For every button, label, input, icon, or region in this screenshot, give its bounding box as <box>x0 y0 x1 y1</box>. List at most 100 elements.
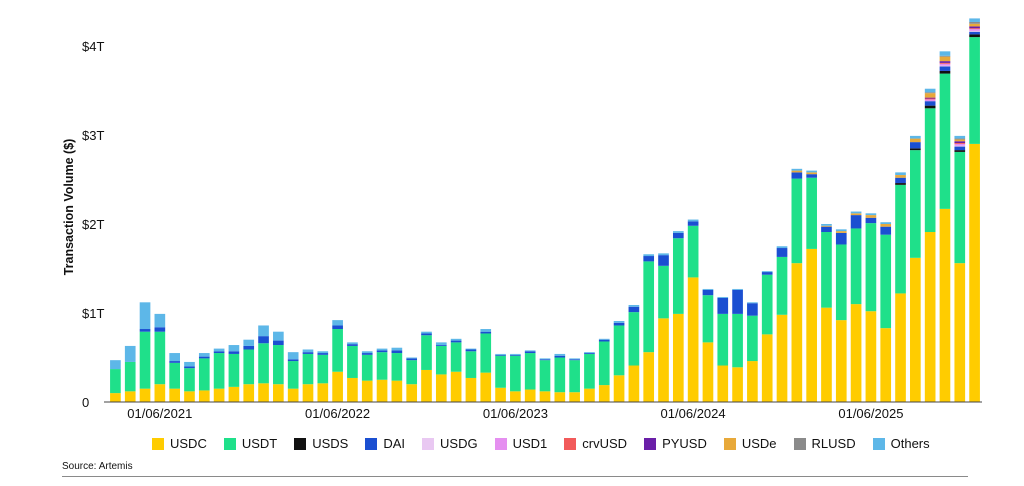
legend-label: RLUSD <box>811 436 856 451</box>
bar-segment-dai-22 <box>435 345 447 346</box>
bar-segment-usdt-29 <box>539 360 551 392</box>
bar-segment-usdc-29 <box>539 391 551 402</box>
bar-segment-dai-56 <box>939 66 951 71</box>
bar-segment-dai-18 <box>376 350 388 353</box>
bar-segment-usdt-26 <box>495 355 506 388</box>
bar-segment-usdc-52 <box>880 328 892 402</box>
bar-segment-dai-37 <box>658 255 669 266</box>
bar-segment-others-26 <box>495 353 506 355</box>
bar-segment-usdt-14 <box>317 354 329 384</box>
bar-segment-usdc-8 <box>228 386 240 402</box>
bar-segment-dai-39 <box>687 221 699 226</box>
bar-segment-others-49 <box>835 229 847 232</box>
bar-segment-usdc-31 <box>569 392 580 402</box>
bar-segment-dai-28 <box>524 351 536 354</box>
bar-segment-usdt-56 <box>939 73 951 209</box>
bar-segment-others-53 <box>895 172 906 176</box>
bar-segment-usdc-9 <box>243 384 255 402</box>
bar-segment-dai-21 <box>421 333 432 336</box>
bar-segment-others-21 <box>421 331 432 334</box>
legend-swatch <box>564 437 577 450</box>
bar-segment-usdt-10 <box>258 343 269 384</box>
bar-segment-usdc-19 <box>391 380 403 402</box>
bar-segment-usdc-7 <box>213 388 225 402</box>
x-tick-label: 01/06/2021 <box>127 406 192 421</box>
legend-label: crvUSD <box>582 436 628 451</box>
bar-segment-others-24 <box>465 348 477 350</box>
legend-label: PYUSD <box>662 436 707 451</box>
bar-segment-rlusd-56 <box>939 55 951 57</box>
bar-segment-usdc-32 <box>584 388 595 402</box>
bar-segment-others-41 <box>717 296 729 298</box>
bar-segment-others-42 <box>732 288 743 290</box>
legend-label: USDS <box>312 436 349 451</box>
bar-segment-usdc-46 <box>791 263 803 402</box>
bar-segment-others-25 <box>480 329 492 332</box>
bar-segment-others-22 <box>435 342 447 346</box>
bar-segment-others-1 <box>124 345 136 362</box>
bar-segment-usdt-31 <box>569 360 580 393</box>
bar-segment-usdt-6 <box>198 358 210 391</box>
bar-segment-usdt-55 <box>924 108 936 233</box>
bar-segment-rlusd-58 <box>969 21 980 24</box>
bar-segment-others-46 <box>791 168 803 171</box>
bar-segment-usdt-22 <box>435 345 447 375</box>
bar-segment-others-56 <box>939 51 951 56</box>
bar-segment-dai-40 <box>702 289 714 296</box>
bar-segment-usdt-19 <box>391 353 403 381</box>
bar-segment-others-11 <box>273 331 284 341</box>
bar-segment-others-5 <box>184 361 195 367</box>
bar-segment-others-52 <box>880 222 892 224</box>
bar-segment-dai-16 <box>347 344 358 346</box>
x-tick-label: 01/06/2024 <box>661 406 726 421</box>
bar-segment-usdc-53 <box>895 293 906 402</box>
bar-segment-others-57 <box>954 135 966 139</box>
bar-segment-usdt-45 <box>776 256 788 315</box>
bar-segment-usdt-44 <box>761 274 773 335</box>
bar-segment-usdt-4 <box>169 362 180 389</box>
bar-segment-usde-49 <box>835 231 847 233</box>
bar-segment-dai-45 <box>776 248 788 257</box>
bar-segment-dai-46 <box>791 172 803 179</box>
bar-segment-usdt-32 <box>584 353 595 389</box>
bar-segment-dai-33 <box>598 339 610 342</box>
source-note: Source: Artemis <box>62 461 133 472</box>
bar-segment-usdt-9 <box>243 349 255 385</box>
bar-segment-usdc-36 <box>643 352 655 402</box>
legend-item-rlusd: RLUSD <box>793 436 856 451</box>
bar-segment-dai-36 <box>643 256 655 262</box>
bar-segment-dai-5 <box>184 366 195 369</box>
bar-segment-usde-47 <box>806 172 817 175</box>
bar-segment-usdt-20 <box>406 360 418 385</box>
bar-segment-dai-10 <box>258 336 269 344</box>
bar-segment-usdt-5 <box>184 368 195 392</box>
legend-swatch <box>365 437 378 450</box>
bar-segment-usdc-14 <box>317 383 329 402</box>
bar-segment-others-10 <box>258 325 269 337</box>
bar-segment-dai-53 <box>895 177 906 184</box>
bar-segment-dai-31 <box>569 359 580 361</box>
bar-segment-dai-35 <box>628 306 640 313</box>
bar-segment-others-55 <box>924 88 936 93</box>
bar-segment-usdc-26 <box>495 387 506 402</box>
bar-segment-usdc-17 <box>361 380 373 402</box>
bar-segment-others-33 <box>598 338 610 340</box>
bar-segment-dai-3 <box>154 327 166 332</box>
bar-segment-usdt-2 <box>139 331 151 389</box>
bar-segment-others-45 <box>776 246 788 249</box>
legend-item-others: Others <box>872 436 930 451</box>
bar-segment-usd1-55 <box>924 99 936 102</box>
bar-segment-dai-13 <box>302 352 314 354</box>
bar-segment-usdt-0 <box>110 369 121 394</box>
bar-segment-usds-57 <box>954 150 966 152</box>
bar-segment-usdc-37 <box>658 318 669 402</box>
bar-segment-usde-50 <box>850 213 862 216</box>
bar-segment-usde-56 <box>939 56 951 62</box>
bar-segment-usdc-50 <box>850 304 862 402</box>
bar-segment-usdt-48 <box>821 232 832 308</box>
legend-item-usd1: USD1 <box>494 436 547 451</box>
bar-segment-others-51 <box>865 213 877 216</box>
bar-segment-usdt-58 <box>969 37 980 144</box>
bar-segment-usdt-17 <box>361 354 373 381</box>
